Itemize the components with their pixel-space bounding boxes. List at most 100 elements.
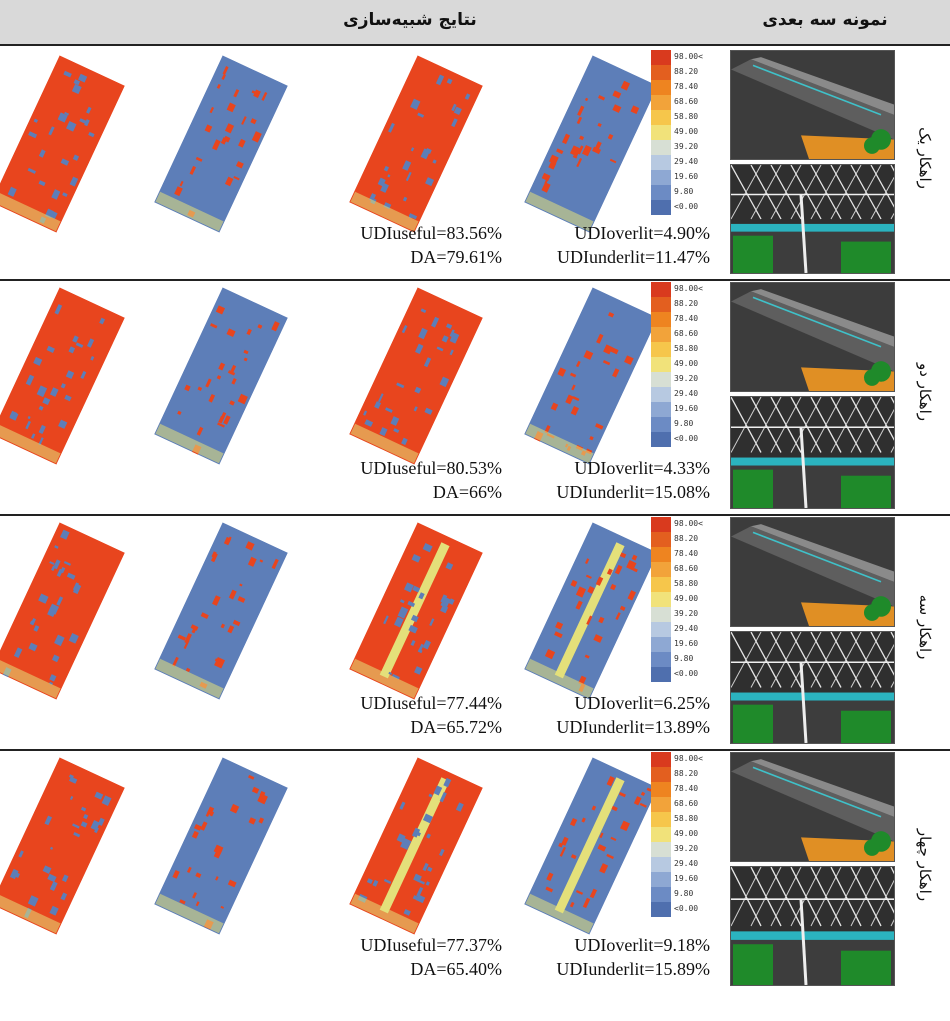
scale-step: 39.20 — [651, 607, 714, 622]
scale-label: 49.00 — [674, 829, 699, 838]
scale-swatch — [651, 297, 671, 312]
scale-step: 49.00 — [651, 357, 714, 372]
scale-step: 19.60 — [651, 402, 714, 417]
simulation-results-heading: نتایج شبیه‌سازی — [343, 10, 477, 30]
scale-swatch — [651, 667, 671, 682]
scale-label: 68.60 — [674, 329, 699, 338]
scale-label: 49.00 — [674, 594, 699, 603]
scale-label: 78.40 — [674, 784, 699, 793]
da-value: DA=79.61% — [410, 247, 502, 267]
scale-swatch — [651, 357, 671, 372]
scale-label: 49.00 — [674, 359, 699, 368]
scale-step: 58.80 — [651, 110, 714, 125]
scale-step: 88.20 — [651, 532, 714, 547]
scale-step: 9.80 — [651, 887, 714, 902]
scale-step: 49.00 — [651, 827, 714, 842]
scale-swatch — [651, 517, 671, 532]
color-scale-legend: 98.00< 88.20 78.40 68.60 58.80 49.00 39.20 29.4… — [651, 752, 714, 917]
udi-underlit-plan-map — [154, 287, 288, 465]
interior-3d-render — [730, 631, 895, 744]
scale-label: 29.40 — [674, 859, 699, 868]
scale-label: 58.80 — [674, 814, 699, 823]
scale-label: 58.80 — [674, 112, 699, 121]
result-row: 98.00< 88.20 78.40 68.60 58.80 49.00 39.20 29.4… — [0, 515, 950, 748]
scale-label: 78.40 — [674, 314, 699, 323]
scale-step: 49.00 — [651, 125, 714, 140]
da-value: DA=65.40% — [410, 959, 502, 979]
result-row: 98.00< 88.20 78.40 68.60 58.80 49.00 39.20 29.4… — [0, 280, 950, 513]
scale-label: <0.00 — [674, 669, 699, 678]
scale-swatch — [651, 577, 671, 592]
strategy-label: راهکار یک — [912, 103, 938, 213]
scale-step: 68.60 — [651, 797, 714, 812]
scale-step: 98.00< — [651, 517, 714, 532]
scale-label: 39.20 — [674, 142, 699, 151]
scale-label: 68.60 — [674, 564, 699, 573]
scale-step: 68.60 — [651, 562, 714, 577]
scale-label: 29.40 — [674, 389, 699, 398]
scale-step: 88.20 — [651, 297, 714, 312]
scale-swatch — [651, 857, 671, 872]
scale-step: 49.00 — [651, 592, 714, 607]
scale-swatch — [651, 532, 671, 547]
scale-label: 39.20 — [674, 374, 699, 383]
scale-step: 19.60 — [651, 170, 714, 185]
result-row: 98.00< 88.20 78.40 68.60 58.80 49.00 39.20 29.4… — [0, 750, 950, 990]
scale-swatch — [651, 432, 671, 447]
color-scale-legend: 98.00< 88.20 78.40 68.60 58.80 49.00 39.20 29.4… — [651, 282, 714, 447]
3d-model-heading: نمونه سه بعدی — [762, 10, 888, 30]
udi-underlit-value: UDIunderlit=15.89% — [556, 959, 710, 979]
scale-step: 88.20 — [651, 767, 714, 782]
scale-swatch — [651, 622, 671, 637]
row-divider — [0, 514, 950, 516]
udi-underlit-plan-map — [154, 757, 288, 935]
udi-underlit-plan-map — [154, 522, 288, 700]
scale-step: 29.40 — [651, 857, 714, 872]
udi-underlit-value: UDIunderlit=11.47% — [557, 247, 710, 267]
scale-swatch — [651, 327, 671, 342]
scale-step: 78.40 — [651, 547, 714, 562]
scale-step: 68.60 — [651, 95, 714, 110]
scale-step: 88.20 — [651, 65, 714, 80]
scale-step: 98.00< — [651, 50, 714, 65]
scale-swatch — [651, 842, 671, 857]
scale-step: 98.00< — [651, 752, 714, 767]
udi-underlit-plan-map — [154, 55, 288, 233]
scale-label: 58.80 — [674, 344, 699, 353]
scale-swatch — [651, 752, 671, 767]
scale-label: 58.80 — [674, 579, 699, 588]
udi-overlit-plan-map — [524, 55, 658, 233]
scale-label: 29.40 — [674, 157, 699, 166]
udi-overlit-plan-map — [524, 522, 658, 700]
interior-3d-render — [730, 164, 895, 274]
udi-useful-plan-map — [0, 287, 125, 465]
scale-swatch — [651, 185, 671, 200]
scale-swatch — [651, 417, 671, 432]
udi-overlit-plan-map — [524, 287, 658, 465]
scale-label: 39.20 — [674, 844, 699, 853]
scale-label: 98.00< — [674, 519, 703, 528]
scale-step: 29.40 — [651, 155, 714, 170]
udi-useful-plan-map — [0, 55, 125, 233]
scale-swatch — [651, 887, 671, 902]
exterior-3d-render — [730, 282, 895, 392]
da-plan-map — [349, 757, 483, 935]
scale-swatch — [651, 827, 671, 842]
scale-label: <0.00 — [674, 202, 699, 211]
scale-swatch — [651, 782, 671, 797]
scale-step: 78.40 — [651, 782, 714, 797]
da-plan-map — [349, 55, 483, 233]
udi-useful-plan-map — [0, 757, 125, 935]
scale-label: 9.80 — [674, 187, 694, 196]
scale-swatch — [651, 170, 671, 185]
scale-label: <0.00 — [674, 434, 699, 443]
scale-swatch — [651, 812, 671, 827]
scale-swatch — [651, 80, 671, 95]
udi-useful-value: UDIuseful=77.44% — [360, 693, 502, 713]
scale-swatch — [651, 125, 671, 140]
strategy-label: راهکار چهار — [912, 810, 938, 920]
scale-step: 29.40 — [651, 622, 714, 637]
udi-overlit-value: UDIoverlit=4.33% — [574, 458, 710, 478]
result-row: 98.00< 88.20 78.40 68.60 58.80 49.00 39.20 29.4… — [0, 48, 950, 278]
scale-swatch — [651, 200, 671, 215]
